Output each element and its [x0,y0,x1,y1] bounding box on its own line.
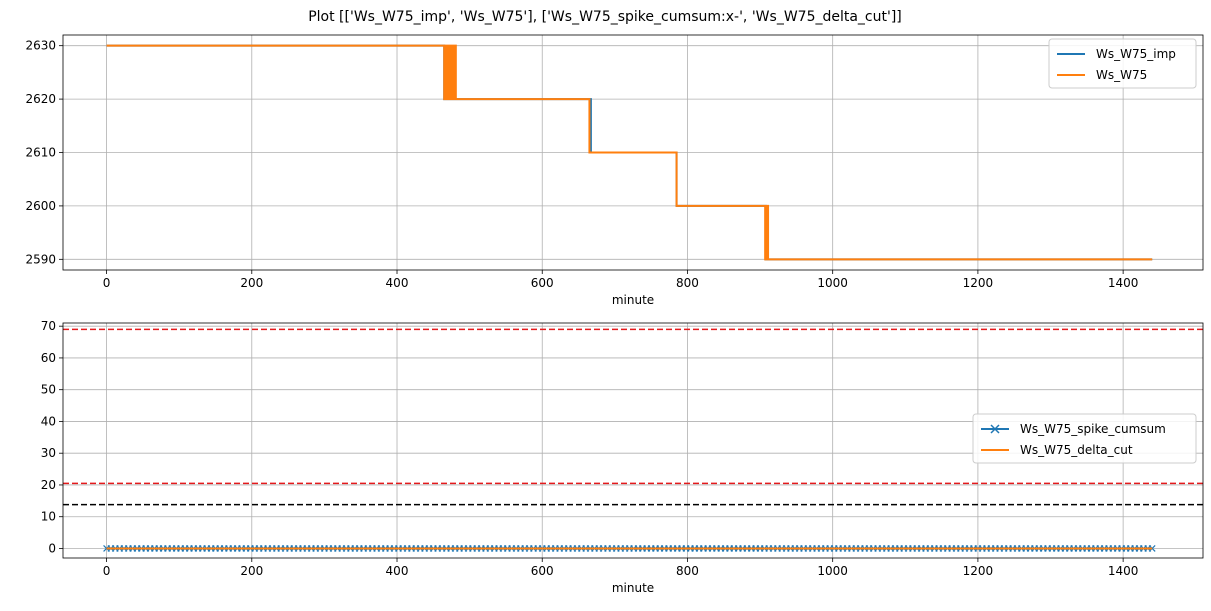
y-tick-label: 2630 [25,39,56,53]
legend: Ws_W75_spike_cumsum Ws_W75_delta_cut [972,413,1197,464]
legend-box [1048,38,1197,89]
x-tick-label: 1200 [963,564,994,578]
bottom-subplot: 0 200 400 600 800 1000 1200 1400 0 10 20 30 40 50 60 70… [41,319,1204,595]
x-tick-label: 1000 [817,564,848,578]
x-tick-label: 0 [103,276,111,290]
x-tick-label: 0 [103,564,111,578]
y-tick-label: 20 [41,478,56,492]
x-tick-label: 600 [531,276,554,290]
y-tick-label: 2600 [25,199,56,213]
figure-title: Plot [['Ws_W75_imp', 'Ws_W75'], ['Ws_W75… [308,9,902,25]
legend-label: Ws_W75_imp [1096,47,1176,61]
y-tick-label: 60 [41,351,56,365]
x-tick-label: 800 [676,276,699,290]
y-tick-label: 40 [41,414,56,428]
x-tick-label: 200 [240,564,263,578]
legend: Ws_W75_imp Ws_W75 [1048,38,1197,89]
y-tick-label: 2620 [25,92,56,106]
legend-box [972,413,1197,464]
legend-label: Ws_W75_spike_cumsum [1020,422,1166,436]
y-tick-label: 0 [48,541,56,555]
x-tick-label: 200 [240,276,263,290]
x-axis-label: minute [612,581,654,595]
axes-frame [62,34,1204,271]
legend-label: Ws_W75_delta_cut [1020,443,1133,457]
x-tick-label: 400 [386,276,409,290]
axes-frame [62,322,1204,559]
x-axis-label: minute [612,293,654,307]
y-tick-label: 2610 [25,146,56,160]
x-tick-label: 800 [676,564,699,578]
x-tick-label: 600 [531,564,554,578]
legend-marker [990,424,1000,434]
y-tick-label: 10 [41,510,56,524]
x-tick-label: 1000 [817,276,848,290]
series-line-ws-w75 [106,44,1153,261]
x-tick-label: 400 [386,564,409,578]
y-tick-label: 70 [41,319,56,333]
x-tick-label: 1400 [1108,564,1139,578]
legend-label: Ws_W75 [1096,68,1147,82]
y-tick-label: 50 [41,383,56,397]
x-tick-label: 1400 [1108,276,1139,290]
top-subplot: 0 200 400 600 800 1000 1200 1400 2590 2600 2610 262… [25,34,1204,307]
y-tick-label: 30 [41,446,56,460]
y-tick-label: 2590 [25,252,56,266]
x-tick-label: 1200 [963,276,994,290]
